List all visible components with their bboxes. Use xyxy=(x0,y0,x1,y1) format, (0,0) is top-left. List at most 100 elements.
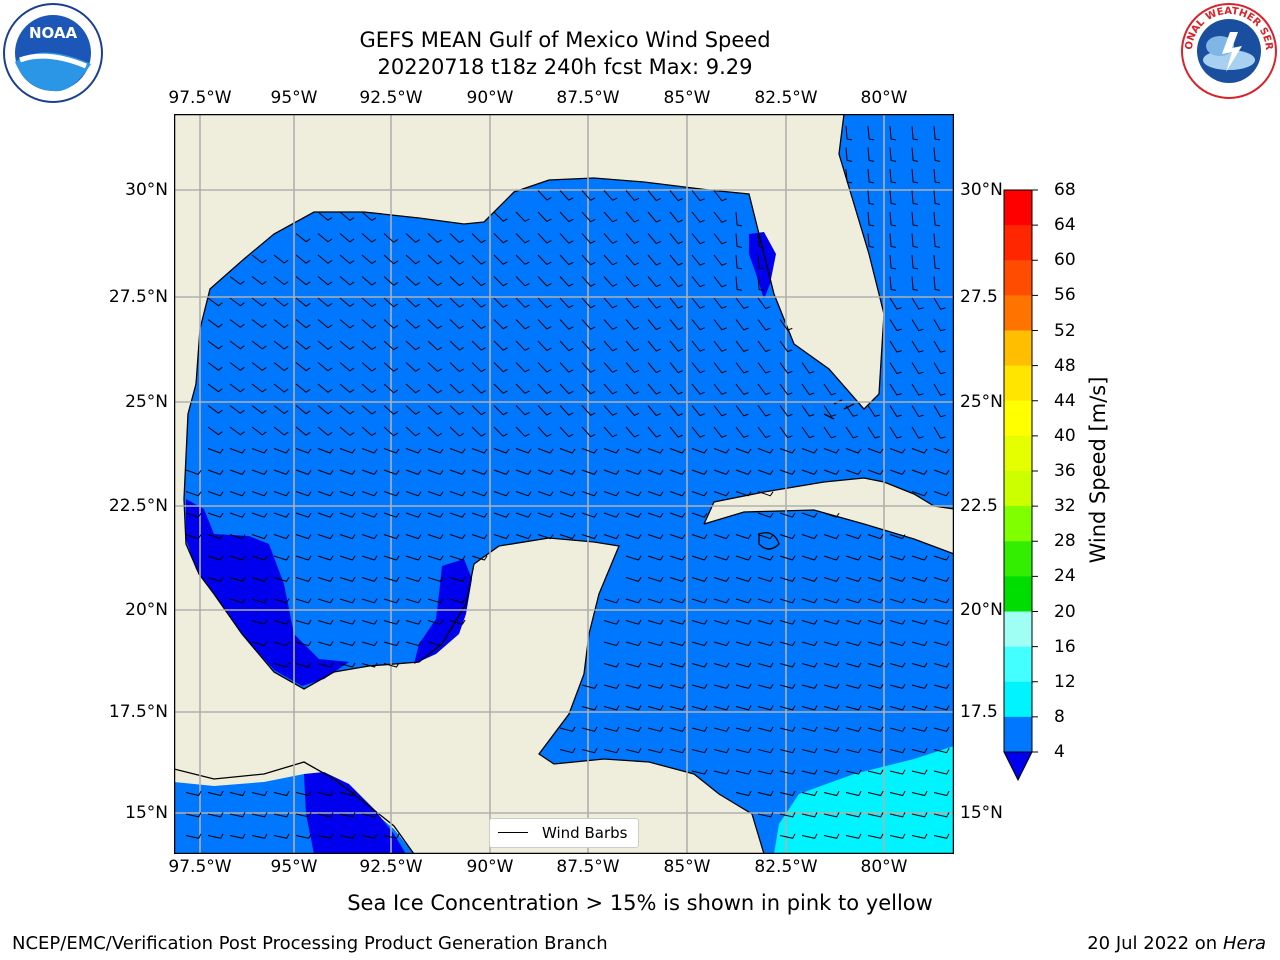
wind-barb xyxy=(339,576,356,582)
wind-barb xyxy=(625,491,642,497)
wind-barb xyxy=(713,576,730,582)
wind-barb xyxy=(691,319,705,331)
wind-barb xyxy=(647,491,664,497)
wind-barb xyxy=(207,555,224,561)
lon-label-top: 87.5°W xyxy=(556,88,620,108)
colorbar-tick-label: 52 xyxy=(1054,320,1076,341)
wind-barb xyxy=(383,833,400,839)
wind-barb xyxy=(471,426,486,437)
wind-barb xyxy=(845,576,862,582)
wind-barb xyxy=(317,233,333,243)
wind-barb xyxy=(449,491,466,497)
wind-barb xyxy=(625,319,640,331)
wind-barb xyxy=(207,790,224,797)
wind-barb xyxy=(713,319,727,331)
wind-barb xyxy=(735,383,749,396)
wind-barb xyxy=(207,426,223,436)
wind-barb xyxy=(911,662,928,668)
wind-barb xyxy=(779,555,796,561)
wind-barb xyxy=(251,340,267,350)
wind-barb xyxy=(515,340,530,351)
wind-barb xyxy=(933,576,950,582)
wind-barb xyxy=(889,297,902,310)
lat-label-left: 27.5°N xyxy=(108,287,168,307)
wind-barb xyxy=(251,469,268,475)
wind-barb xyxy=(691,705,708,711)
wind-barb xyxy=(295,833,312,839)
wind-barb xyxy=(713,448,730,454)
wind-barb xyxy=(889,662,906,668)
wind-barb xyxy=(911,683,928,689)
colorbar-segment xyxy=(1004,506,1032,542)
wind-barb xyxy=(669,576,686,582)
wind-barb xyxy=(691,297,705,309)
wind-barb xyxy=(603,297,618,309)
wind-barb xyxy=(339,598,356,604)
colorbar-segment xyxy=(1004,681,1032,718)
wind-barb xyxy=(339,641,356,647)
lon-label-top: 95°W xyxy=(270,88,318,108)
wind-barb xyxy=(383,619,400,625)
wind-barb xyxy=(889,190,897,205)
wind-barb xyxy=(339,812,356,818)
wind-barb xyxy=(537,512,554,518)
wind-barb xyxy=(779,705,796,711)
wind-barb xyxy=(427,426,443,437)
wind-barb xyxy=(757,748,774,754)
wind-barb xyxy=(493,405,508,416)
wind-barb xyxy=(229,790,246,797)
wind-barb xyxy=(405,276,421,286)
wind-barb xyxy=(801,405,815,417)
wind-barb xyxy=(867,726,884,732)
wind-barb xyxy=(735,662,752,668)
wind-barb xyxy=(207,362,223,371)
map-frame xyxy=(174,114,954,854)
wind-barb xyxy=(383,469,400,475)
wind-barb xyxy=(625,683,642,689)
wind-barb xyxy=(207,340,223,350)
wind-barb xyxy=(493,211,508,222)
wind-barb xyxy=(581,340,596,352)
wind-barb xyxy=(603,233,618,244)
wind-barb xyxy=(449,340,464,351)
calm-region-west xyxy=(186,499,349,686)
wind-barb xyxy=(691,211,705,223)
wind-barb xyxy=(273,790,290,797)
wind-barb xyxy=(801,383,815,396)
wind-barb xyxy=(867,619,884,625)
lat-label-left: 30°N xyxy=(125,180,168,200)
calm-region-florida xyxy=(749,232,776,299)
wind-barb xyxy=(603,598,620,604)
wind-barb xyxy=(537,426,552,438)
wind-barb xyxy=(801,812,818,818)
wind-barb xyxy=(361,469,378,475)
wind-barb xyxy=(757,641,774,647)
wind-barb xyxy=(361,619,378,625)
wind-barb xyxy=(823,576,840,582)
wind-barb xyxy=(889,683,906,689)
wind-barb xyxy=(317,426,333,436)
wind-barb xyxy=(933,662,950,668)
wind-barb xyxy=(251,619,268,625)
wind-barb xyxy=(427,448,444,454)
wind-barb xyxy=(251,297,267,307)
wind-barb xyxy=(647,705,664,711)
wind-barb xyxy=(713,362,727,374)
wind-barb xyxy=(581,683,598,689)
wind-barb xyxy=(757,769,774,775)
wind-barb xyxy=(295,512,312,518)
wind-barb xyxy=(625,254,640,266)
wind-barbs xyxy=(185,125,950,839)
wind-barb xyxy=(449,448,466,454)
noaa-logo: NOAA xyxy=(3,3,103,103)
wind-barb xyxy=(691,276,705,288)
wind-barb xyxy=(207,383,223,393)
wind-barb xyxy=(427,297,443,308)
wind-barb xyxy=(779,319,793,331)
wind-barb xyxy=(449,576,466,582)
wind-region-cyan xyxy=(774,746,954,854)
wind-barb xyxy=(713,619,730,625)
wind-barb xyxy=(801,662,818,668)
wind-barb xyxy=(537,233,552,244)
wind-barb xyxy=(889,319,902,332)
